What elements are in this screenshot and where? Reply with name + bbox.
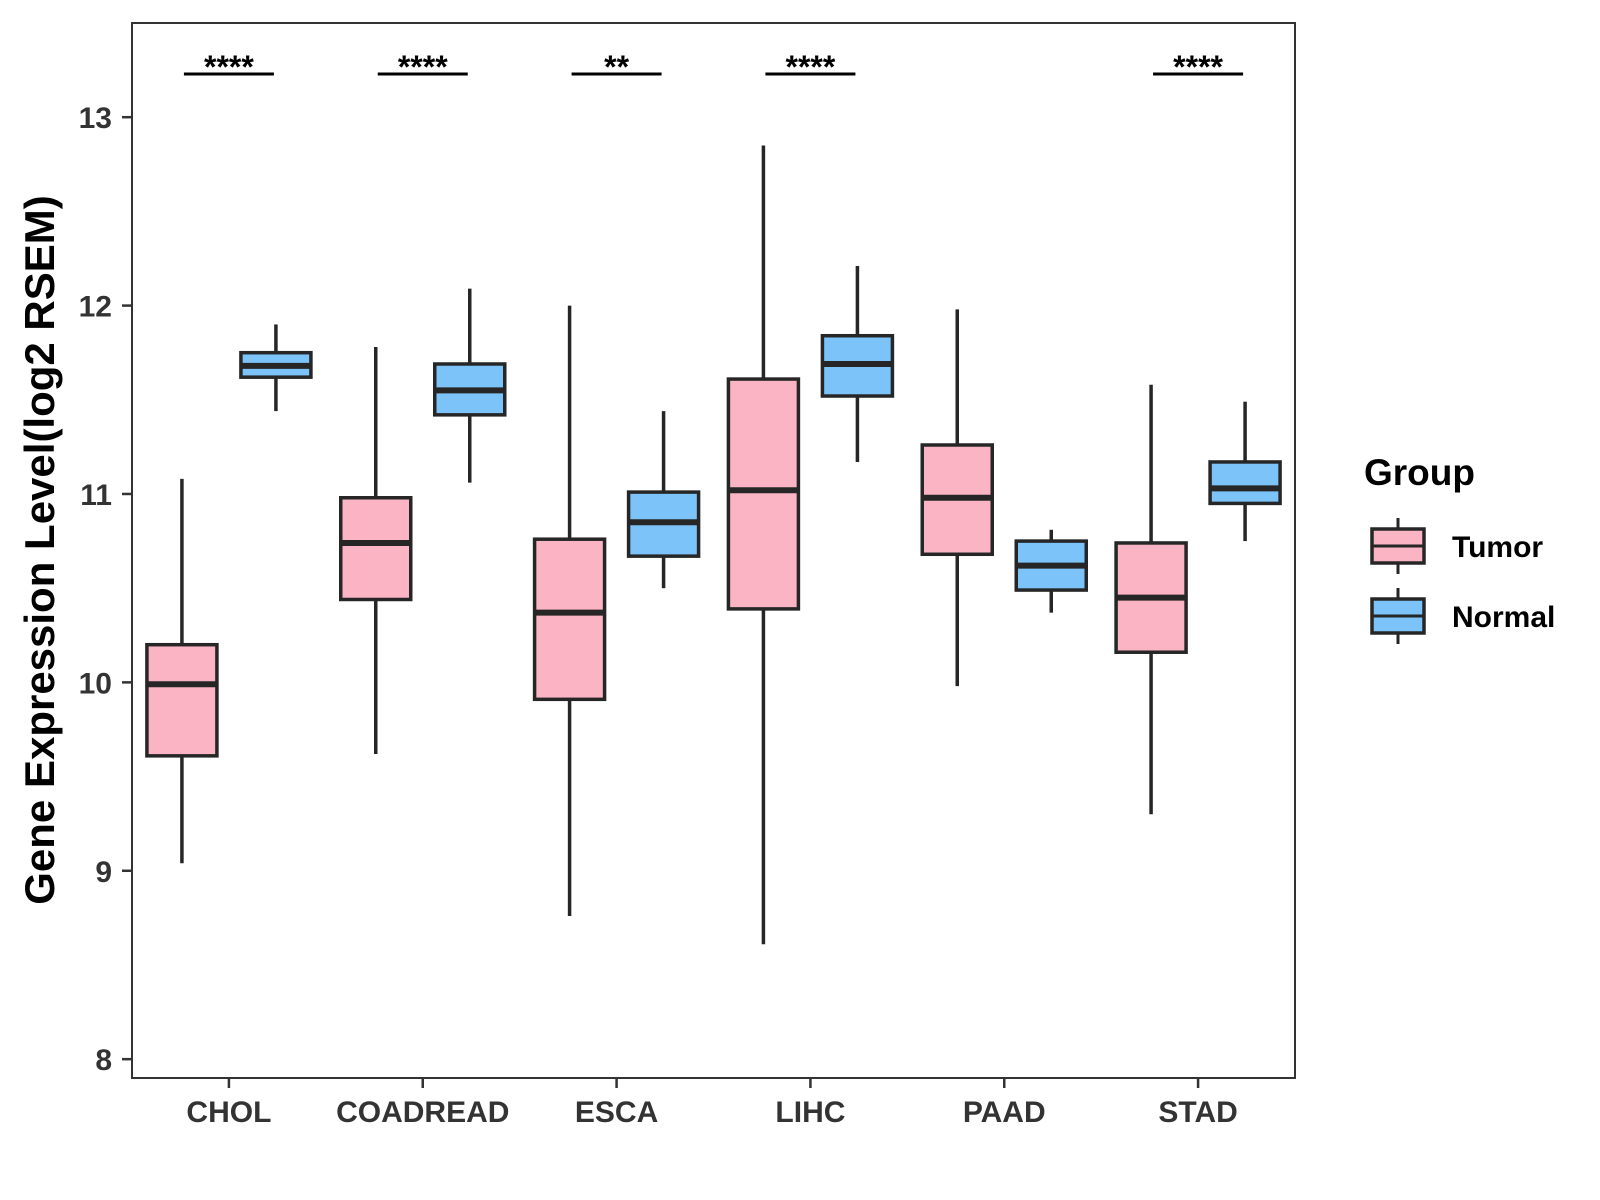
y-tick-label-10: 10 <box>79 667 112 700</box>
box-iqr <box>726 377 801 611</box>
boxes <box>145 145 1282 945</box>
x-tick-label-chol: CHOL <box>186 1096 271 1129</box>
box-normal-lihc <box>820 266 895 462</box>
significance-label: **** <box>786 49 836 85</box>
box-tumor-esca <box>532 305 607 916</box>
x-axis: CHOL COADREAD ESCA LIHC PAAD STAD <box>186 1078 1238 1129</box>
legend-label: Normal <box>1452 601 1555 634</box>
y-axis-label: Gene Expression Level(log2 RSEM) <box>16 195 63 905</box>
box-iqr <box>1208 460 1282 506</box>
significance-label: ** <box>604 49 629 85</box>
x-tick-label-stad: STAD <box>1158 1096 1237 1129</box>
y-tick-label-8: 8 <box>95 1044 112 1077</box>
significance-stad: **** <box>1153 49 1244 85</box>
x-tick-label-lihc: LIHC <box>775 1096 845 1129</box>
significance-label: **** <box>204 49 254 85</box>
box-normal-coadread <box>433 288 507 483</box>
y-axis: 8 9 10 11 12 13 <box>79 102 132 1077</box>
box-iqr <box>532 537 607 702</box>
legend-key <box>1370 588 1426 644</box>
significance-esca: ** <box>571 49 662 85</box>
box-normal-esca <box>626 411 701 589</box>
significance-chol: **** <box>183 49 274 85</box>
box-iqr <box>145 642 219 758</box>
legend-key <box>1370 518 1426 574</box>
significance-lihc: **** <box>765 49 856 85</box>
box-tumor-stad <box>1114 384 1188 815</box>
x-tick-label-paad: PAAD <box>963 1096 1046 1129</box>
box-tumor-chol <box>145 478 219 864</box>
legend: Group Tumor Normal <box>1364 452 1555 644</box>
x-tick-label-coadread: COADREAD <box>336 1096 509 1129</box>
box-tumor-lihc <box>726 145 801 945</box>
significance-coadread: **** <box>377 49 468 85</box>
box-iqr <box>339 496 413 602</box>
box-normal-stad <box>1208 401 1282 542</box>
y-tick-label-13: 13 <box>79 102 112 135</box>
y-tick-label-9: 9 <box>95 856 112 889</box>
legend-title: Group <box>1364 452 1475 493</box>
legend-item-tumor: Tumor <box>1370 518 1543 574</box>
significance-label: **** <box>1173 49 1223 85</box>
x-tick-label-esca: ESCA <box>575 1096 658 1129</box>
legend-item-normal: Normal <box>1370 588 1555 644</box>
box-tumor-paad <box>920 309 994 687</box>
plot-panel <box>131 22 1296 1079</box>
box-normal-paad <box>1014 529 1088 613</box>
box-normal-chol <box>239 324 313 412</box>
significance-annotations: **** **** ** **** **** <box>183 49 1244 85</box>
box-tumor-coadread <box>339 347 413 754</box>
y-tick-label-12: 12 <box>79 291 112 324</box>
legend-label: Tumor <box>1452 531 1543 564</box>
y-tick-label-11: 11 <box>80 479 112 512</box>
significance-label: **** <box>398 49 448 85</box>
